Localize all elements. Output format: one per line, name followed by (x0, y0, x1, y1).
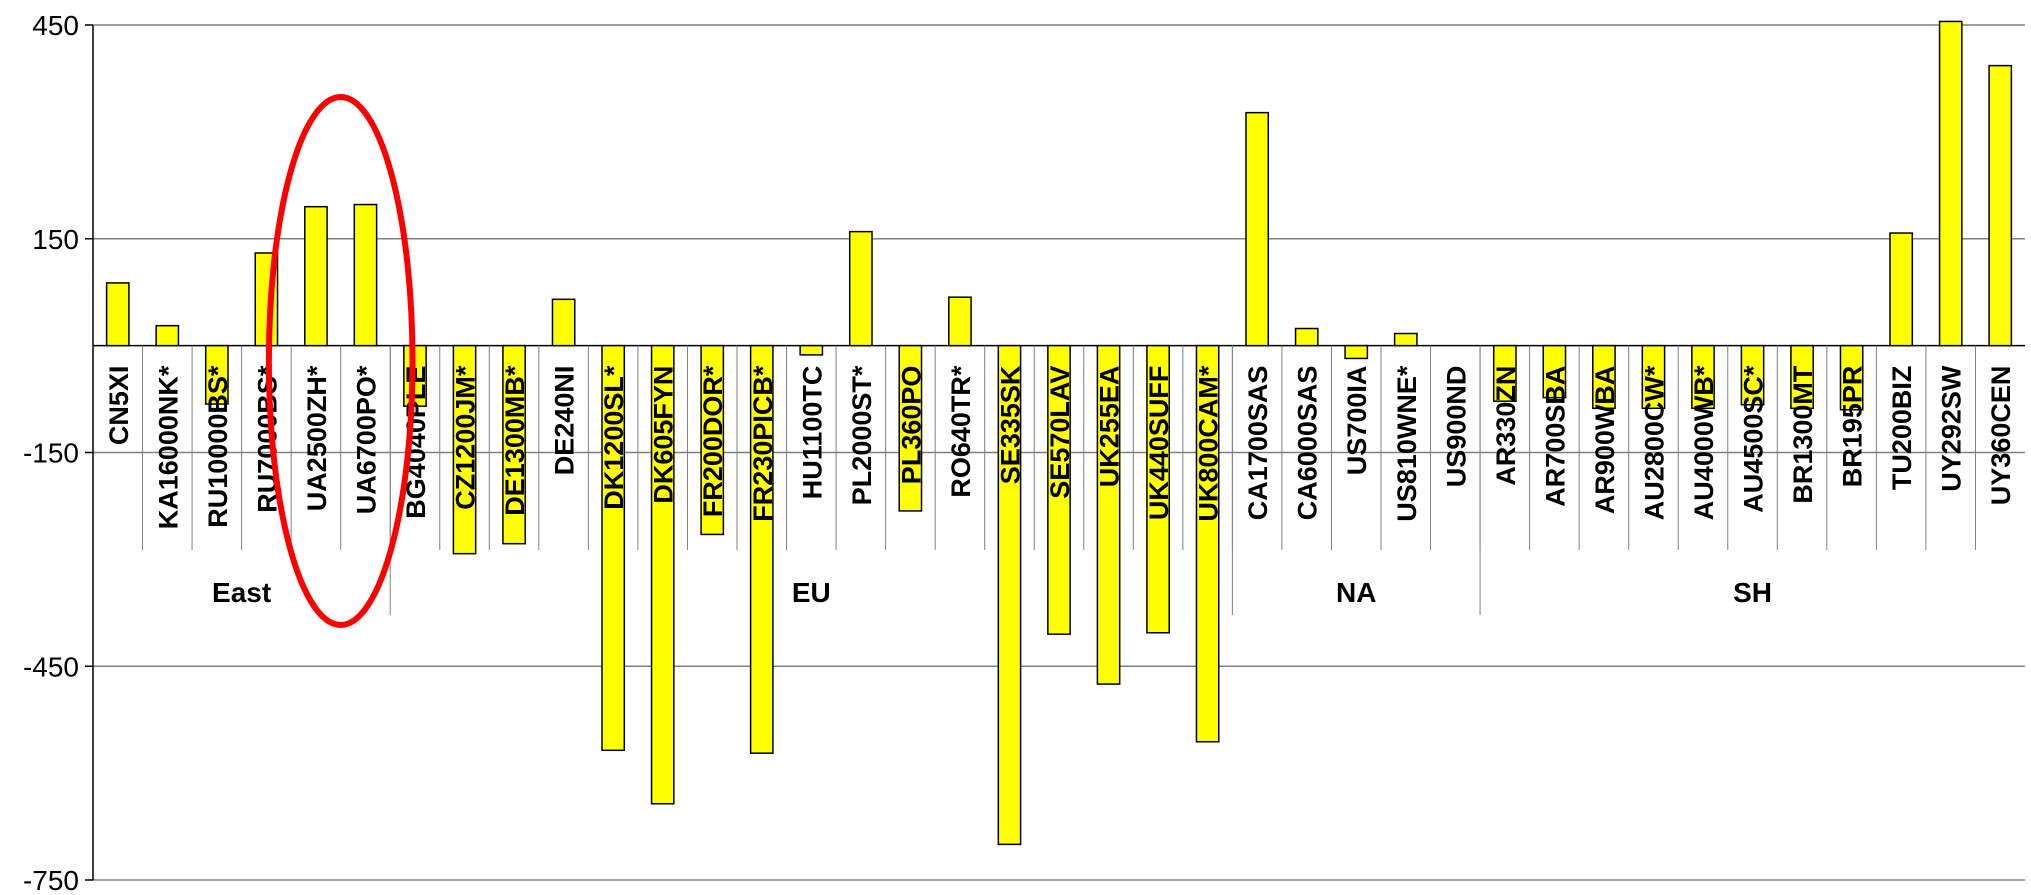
category-label: AR900WBA (1590, 366, 1620, 515)
y-tick-label: -450 (23, 651, 79, 682)
bar (204, 344, 229, 405)
category-label: US700IA (1342, 366, 1372, 476)
bar (898, 344, 923, 512)
bar (1740, 344, 1765, 406)
group-label: SH (1733, 577, 1772, 608)
bar (105, 282, 130, 347)
bar (1294, 327, 1319, 347)
category-label: UY360CEN (1986, 366, 2016, 506)
bar (1641, 344, 1666, 410)
category-label: BR1300MT (1788, 365, 1818, 504)
category-labels: CN5XI KA16000NK* RU10000BS* RU7000BS* UA2500… (104, 345, 2016, 550)
category-label: BR195PR (1838, 366, 1868, 488)
category-label: PL2000ST* (847, 365, 877, 505)
y-tick-label: 450 (32, 10, 79, 41)
bar (1096, 344, 1121, 685)
highlight-ellipse (265, 94, 416, 628)
bar (601, 344, 626, 752)
highlight-annotation (265, 94, 416, 628)
bar (650, 344, 675, 805)
category-label: FR230PICB* (748, 365, 778, 522)
category-label: AU4500SC* (1739, 365, 1769, 513)
bar (700, 344, 725, 536)
bar (551, 298, 576, 347)
category-label: TU200BIZ (1887, 366, 1917, 491)
category-label: UK800CAM* (1194, 365, 1224, 522)
bar (1047, 344, 1071, 635)
category-label: RO640TR* (946, 365, 976, 498)
category-label: KA16000NK* (153, 365, 183, 529)
category-label: US810WNE* (1392, 365, 1422, 522)
category-label: UA6700PO* (351, 365, 381, 514)
y-tick-label: 150 (32, 224, 79, 255)
category-label: SE570LAV (1045, 366, 1075, 499)
y-tick-label: -150 (23, 438, 79, 469)
category-label: AU2800CW* (1639, 365, 1669, 520)
bar (1988, 64, 2013, 347)
bar (1542, 344, 1567, 399)
category-label: DE1300MB* (500, 365, 530, 516)
group-label: East (212, 577, 271, 608)
bar (1146, 344, 1170, 634)
bar (1195, 344, 1220, 743)
category-label: AR700SBA (1540, 366, 1570, 507)
category-label: UA2500ZH* (302, 365, 332, 511)
category-label: DK605FYN (649, 366, 679, 504)
bar (1691, 344, 1715, 410)
bar (799, 344, 824, 356)
bar (997, 344, 1022, 846)
category-label: CA6000SAS (1293, 366, 1323, 521)
category-label: DE240NI (550, 366, 580, 476)
bar (1592, 344, 1616, 410)
bars (105, 20, 2013, 846)
category-label: FR200DOR* (698, 365, 728, 517)
category-label: CZ1200JM* (451, 365, 481, 510)
y-tick-label: -750 (23, 865, 79, 895)
bar (1393, 332, 1418, 347)
bar (1492, 344, 1517, 402)
group-label: NA (1336, 577, 1376, 608)
category-label: RU10000BS* (203, 365, 233, 528)
group-labels: East EU NA SH (212, 577, 1772, 608)
bar (502, 344, 526, 545)
category-label: UK440SUFF (1144, 366, 1174, 521)
bar (1790, 344, 1814, 410)
bar (848, 230, 873, 347)
group-label: EU (792, 577, 831, 608)
category-label: PL360PO (896, 366, 926, 485)
bar (1344, 344, 1369, 360)
category-label: US900ND (1441, 366, 1471, 488)
bar (304, 205, 328, 347)
bar (1938, 20, 1963, 347)
bar (1245, 111, 1270, 347)
bar (155, 324, 180, 347)
category-label: HU1100TC (797, 366, 827, 500)
category-label: UK255EA (1095, 366, 1125, 488)
category-label: CN5XI (104, 366, 134, 446)
bar (948, 296, 972, 347)
category-label: AR330ZN (1491, 366, 1521, 486)
bar (353, 203, 378, 347)
category-label: CA1700SAS (1243, 366, 1273, 521)
bar (1889, 232, 1914, 347)
category-label: BG4040PLE (401, 366, 431, 519)
bar (452, 344, 477, 555)
bar (749, 344, 774, 754)
bar (1839, 344, 1864, 411)
category-label: DK1200SL* (599, 365, 629, 510)
category-label: AU4000WB* (1689, 365, 1719, 520)
category-label: SE335SK (995, 365, 1025, 484)
category-label: UY292SW (1937, 365, 1967, 492)
